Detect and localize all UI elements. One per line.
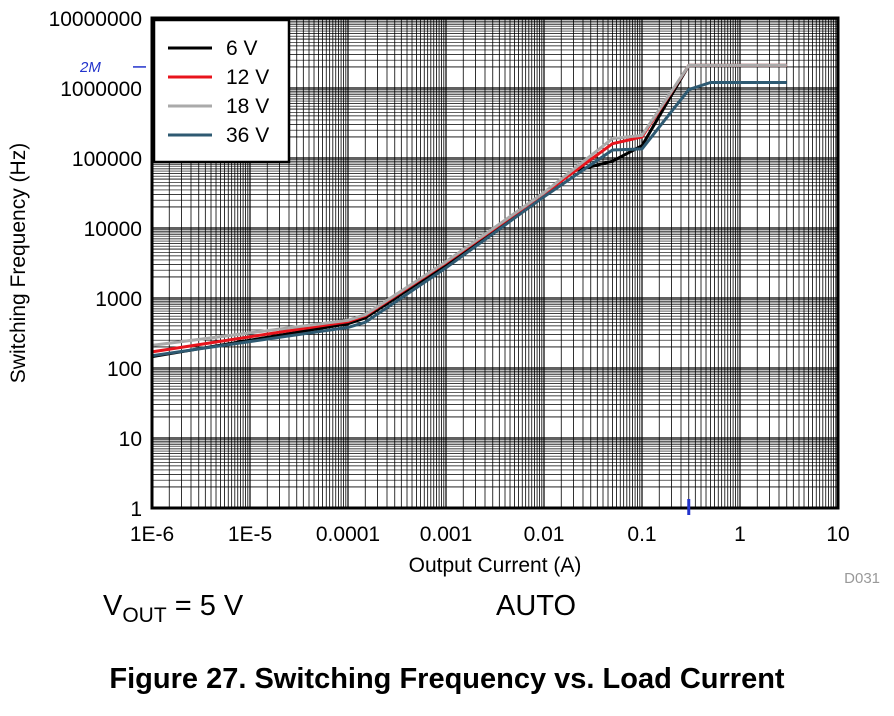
figure-caption: Figure 27. Switching Frequency vs. Load … <box>109 663 785 695</box>
plot-frame <box>150 16 840 510</box>
series-line <box>151 63 787 347</box>
x-tick-label: 1 <box>734 523 746 546</box>
x-tick-label: 0.001 <box>420 523 473 546</box>
legend-box <box>152 18 291 164</box>
y-tick-label: 1000 <box>95 288 142 311</box>
legend-label: 36 V <box>226 124 269 147</box>
series-lines <box>151 63 787 359</box>
series-line <box>151 81 787 358</box>
vout-prefix: V <box>103 590 123 622</box>
y-tick-label: 1000000 <box>60 78 142 101</box>
tick-labels: 1E-6 1E-5 0.0001 0.001 0.01 0.1 1 10 1 10 100 1000 1… <box>49 8 850 546</box>
y-tick-label: 100 <box>107 358 142 381</box>
legend-label: 6 V <box>226 37 258 60</box>
x-tick-label: 1E-6 <box>130 523 174 546</box>
x-tick-label: 0.0001 <box>316 523 380 546</box>
document-id: D031 <box>844 570 880 587</box>
legend-label: 12 V <box>226 66 269 89</box>
mode-label: AUTO <box>496 590 577 622</box>
x-tick-label: 0.01 <box>524 523 565 546</box>
annotation-2m: 2M <box>79 59 101 76</box>
legend-label: 18 V <box>226 95 269 118</box>
x-tick-label: 0.1 <box>627 523 656 546</box>
x-tick-label: 10 <box>826 523 849 546</box>
chart: 1E-6 1E-5 0.0001 0.001 0.01 0.1 1 10 1 10 100 1000 1… <box>7 8 880 587</box>
y-tick-label: 1 <box>130 498 142 521</box>
x-axis-title: Output Current (A) <box>409 554 582 577</box>
vout-value: = 5 V <box>166 590 244 622</box>
x-tick-label: 1E-5 <box>228 523 272 546</box>
y-axis-title: Switching Frequency (Hz) <box>7 143 30 383</box>
y-tick-label: 10000000 <box>49 8 142 31</box>
y-tick-label: 10 <box>119 428 142 451</box>
vout-subscript: OUT <box>122 603 167 627</box>
vout-condition: VOUT = 5 V <box>103 590 243 628</box>
y-tick-label: 10000 <box>84 218 142 241</box>
grid <box>151 18 838 509</box>
y-tick-label: 100000 <box>72 148 142 171</box>
legend: 6 V 12 V 18 V 36 V <box>152 18 291 164</box>
